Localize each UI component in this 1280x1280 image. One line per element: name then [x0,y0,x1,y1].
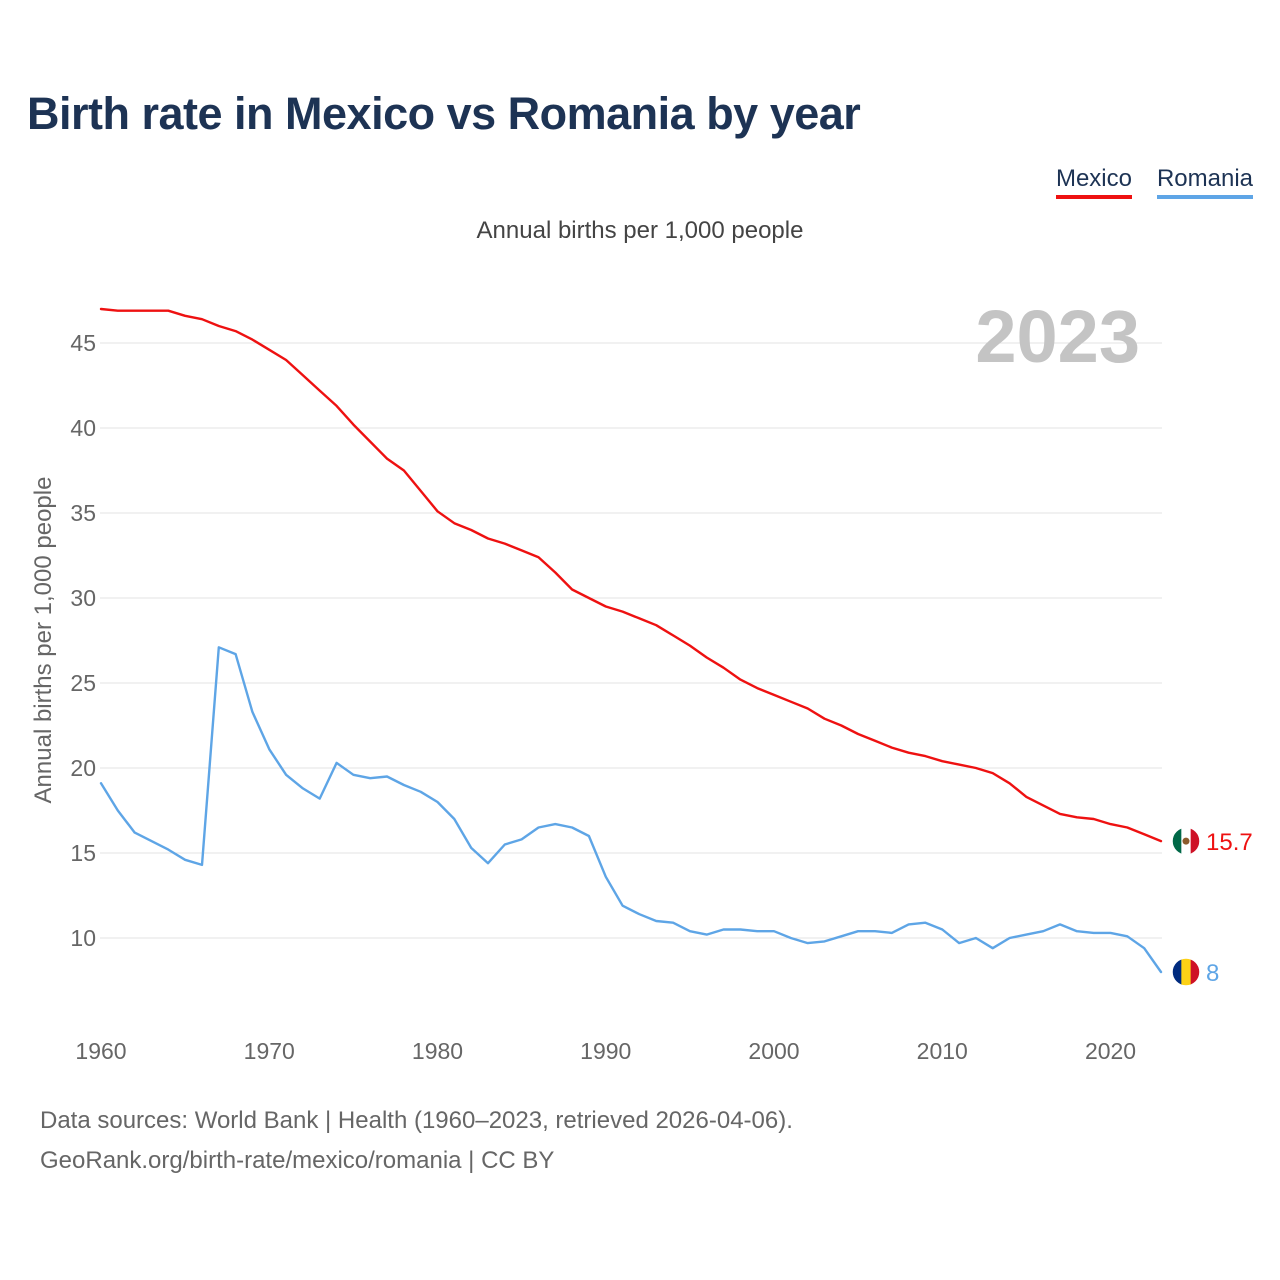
end-value-label-mexico: 15.7 [1206,829,1253,856]
legend-item-mexico[interactable]: Mexico [1055,165,1132,199]
chart-title: Birth rate in Mexico vs Romania by year [27,88,861,139]
y-axis-ticks: 10 15 20 25 30 35 40 45 [70,330,96,951]
y-axis-label: Annual births per 1,000 people [30,477,57,804]
line-chart: 2023 10 15 20 25 30 35 40 45 1960 1970 1980 1990 20… [30,295,1253,1064]
y-tick-label: 45 [70,330,96,356]
end-value-label-romania: 8 [1206,960,1219,987]
y-tick-label: 15 [70,840,96,866]
series-line-romania [99,646,1163,974]
y-tick-label: 20 [70,755,96,781]
grid-lines [100,342,1162,939]
end-markers: 15.78 [1171,826,1253,987]
x-tick-label: 2000 [748,1038,799,1064]
x-tick-label: 1980 [412,1038,463,1064]
x-tick-label: 2020 [1085,1038,1136,1064]
x-tick-label: 1990 [580,1038,631,1064]
x-tick-label: 1960 [75,1038,126,1064]
y-tick-label: 10 [70,925,96,951]
y-tick-label: 40 [70,415,96,441]
mexico-flag-icon [1171,826,1201,856]
romania-flag-icon [1171,957,1201,987]
series-line-mexico [99,307,1163,843]
legend-item-romania[interactable]: Romania [1156,165,1253,199]
x-tick-label: 2010 [917,1038,968,1064]
series-lines [99,307,1163,974]
y-tick-label: 35 [70,500,96,526]
source-note: Data sources: World Bank | Health (1960–… [40,1107,793,1134]
year-watermark: 2023 [975,295,1140,378]
source-link[interactable]: GeoRank.org/birth-rate/mexico/romania | … [40,1147,555,1174]
chart-subtitle: Annual births per 1,000 people [476,217,804,244]
y-tick-label: 25 [70,670,96,696]
x-tick-label: 1970 [244,1038,295,1064]
y-tick-label: 30 [70,585,96,611]
x-axis-ticks: 1960 1970 1980 1990 2000 2010 2020 [75,1038,1136,1064]
